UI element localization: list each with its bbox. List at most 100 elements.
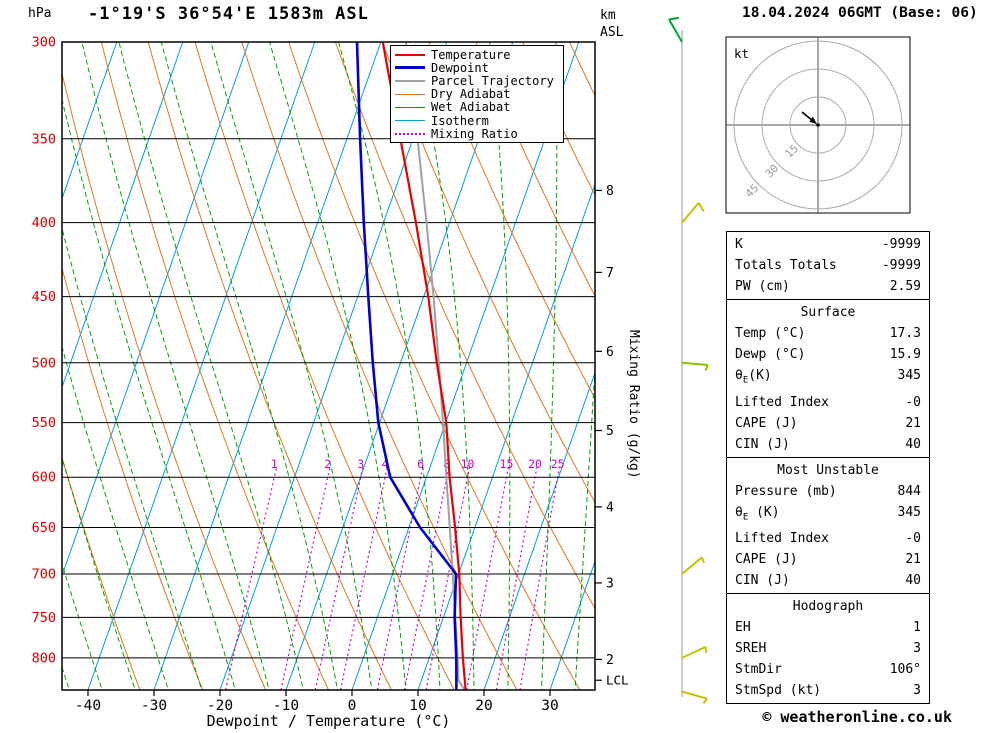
wind-barb-column xyxy=(668,16,709,705)
mixing-ratio-value-label: 4 xyxy=(382,457,389,471)
stats-section-title: Hodograph xyxy=(792,599,864,615)
lcl-label: LCL xyxy=(606,673,629,688)
mixing-ratio-value-label: 15 xyxy=(500,457,514,471)
datetime-label: 18.04.2024 06GMT (Base: 06) xyxy=(742,5,978,21)
pressure-tick-label: 450 xyxy=(32,289,56,305)
stats-row-value: 106° xyxy=(889,662,921,678)
pressure-tick-label: 400 xyxy=(32,215,56,231)
stats-row-value: 3 xyxy=(913,641,921,657)
copyright-link[interactable]: © weatheronline.co.uk xyxy=(762,708,952,726)
wind-barb xyxy=(681,361,709,371)
legend-swatch-wet-adiabat xyxy=(395,106,425,108)
x-axis-title: Dewpoint / Temperature (°C) xyxy=(206,712,451,730)
legend-label: Mixing Ratio xyxy=(431,126,518,141)
mixing-ratio-value-label: 20 xyxy=(528,457,542,471)
legend-label: Temperature xyxy=(431,47,511,62)
mixing-ratio-axis-label: Mixing Ratio (g/kg) xyxy=(626,330,641,479)
stats-row-label: CAPE (J) xyxy=(735,415,798,431)
mixing-ratio-value-label: 6 xyxy=(417,457,424,471)
mixing-ratio-value-label: 3 xyxy=(357,457,364,471)
mixing-ratio-value-label: 25 xyxy=(551,457,565,471)
stats-section-surface: Surface Temp (°C) 17.3 Dewp (°C) 15.9 θE(K) 34… xyxy=(726,299,930,458)
km-tick-label: 6 xyxy=(606,345,614,360)
legend-label: Isotherm xyxy=(431,113,489,128)
wind-barb xyxy=(668,16,683,43)
pressure-tick-label: 500 xyxy=(32,355,56,371)
pressure-tick-label: 800 xyxy=(32,650,56,666)
stats-row-label: Lifted Index xyxy=(735,394,829,410)
wet-adiabat-lines xyxy=(62,42,595,690)
legend-swatch-dewpoint xyxy=(395,66,425,70)
stats-row: SREH 3 xyxy=(727,638,929,659)
stats-row-value: -0 xyxy=(905,394,921,410)
wind-barb xyxy=(681,202,705,224)
stats-row: θE(K) 345 xyxy=(727,365,929,392)
stats-row-value: 17.3 xyxy=(889,326,921,341)
temperature-tick-label: 30 xyxy=(541,698,558,714)
km-tick-label: 4 xyxy=(606,500,614,515)
stats-section-hodograph: Hodograph EH 1 SREH 3 StmDir 106° StmSpd (kt) 3 xyxy=(726,593,930,705)
pressure-tick-label: 350 xyxy=(32,131,56,147)
stats-row-label: K xyxy=(735,237,743,252)
stats-row-value: 1 xyxy=(913,620,921,636)
stats-row-value: 40 xyxy=(905,436,921,452)
legend-item: Temperature xyxy=(395,48,559,61)
stats-row: CIN (J) 40 xyxy=(727,570,929,591)
stats-row: StmSpd (kt) 3 xyxy=(727,680,929,701)
temperature-tick-label: 0 xyxy=(348,698,357,714)
hodograph-unit-label: kt xyxy=(734,46,749,61)
stats-row-label: PW (cm) xyxy=(735,279,790,294)
pressure-tick-labels: 300 350 400 450 500 550 600 650 700 750 800 xyxy=(32,35,56,667)
stats-row-value: -0 xyxy=(905,531,921,547)
legend-swatch-mixing-ratio xyxy=(395,132,425,135)
stats-section-title: Surface xyxy=(800,305,856,320)
legend-swatch-isotherm xyxy=(395,120,425,122)
stats-row: Lifted Index -0 xyxy=(727,392,929,413)
altitude-unit-asl-label: ASL xyxy=(600,25,624,40)
legend-item: Mixing Ratio xyxy=(395,127,559,140)
stats-row-value: 844 xyxy=(897,483,921,499)
mixing-ratio-value-label: 8 xyxy=(443,457,450,471)
legend-item: Dry Adiabat xyxy=(395,88,559,101)
dry-adiabat-lines xyxy=(62,42,595,690)
pressure-tick-label: 550 xyxy=(32,415,56,431)
stats-row-value: 21 xyxy=(905,415,921,431)
stats-row: CIN (J) 40 xyxy=(727,434,929,455)
temperature-tick-label: 10 xyxy=(409,698,426,714)
legend-item: Isotherm xyxy=(395,114,559,127)
legend-label: Wet Adiabat xyxy=(431,100,511,115)
temperature-curve xyxy=(381,42,467,690)
pressure-tick-label: 600 xyxy=(32,470,56,486)
stats-section-most-unstable: Most Unstable Pressure (mb) 844 θE (K) 345 Li… xyxy=(726,456,930,595)
stats-row-value: 3 xyxy=(913,683,921,699)
pressure-lines xyxy=(62,42,595,659)
stats-section: K -9999 Totals Totals -9999 PW (cm) 2.59 xyxy=(726,231,930,300)
stats-row-label: SREH xyxy=(735,641,767,657)
stats-row-label: StmSpd (kt) xyxy=(735,683,822,699)
stats-row-label: CAPE (J) xyxy=(735,552,798,568)
stats-panel: K -9999 Totals Totals -9999 PW (cm) 2.59 Surfa… xyxy=(726,231,930,705)
stats-section-title: Most Unstable xyxy=(777,462,879,478)
km-tick-label: 5 xyxy=(606,424,614,439)
wind-barb xyxy=(681,645,708,659)
stats-row-label: Dewp (°C) xyxy=(735,347,806,362)
temperature-tick-label: -30 xyxy=(141,698,167,714)
wind-barb xyxy=(681,556,705,575)
legend-swatch-dry-adiabat xyxy=(395,93,425,95)
legend-item: Wet Adiabat xyxy=(395,101,559,114)
storm-motion-arrow xyxy=(809,116,817,124)
temperature-tick-labels: -40 -30 -20 -10 0 10 20 30 xyxy=(75,690,559,714)
mixing-ratio-value-label: 1 xyxy=(271,457,278,471)
altitude-unit-km-label: km xyxy=(600,8,616,23)
stats-row-value: -9999 xyxy=(881,258,921,273)
stats-row-label: Pressure (mb) xyxy=(735,483,837,499)
stats-row: Temp (°C) 17.3 xyxy=(727,323,929,344)
pressure-tick-label: 300 xyxy=(32,35,56,51)
pressure-unit-label: hPa xyxy=(28,6,52,21)
temperature-tick-label: -40 xyxy=(75,698,101,714)
stats-row-value: 40 xyxy=(905,573,921,589)
km-tick-label: 3 xyxy=(606,576,614,591)
stats-row-label: θE(K) xyxy=(735,368,772,386)
chart-legend: Temperature Dewpoint Parcel Trajectory Dry … xyxy=(390,45,564,144)
